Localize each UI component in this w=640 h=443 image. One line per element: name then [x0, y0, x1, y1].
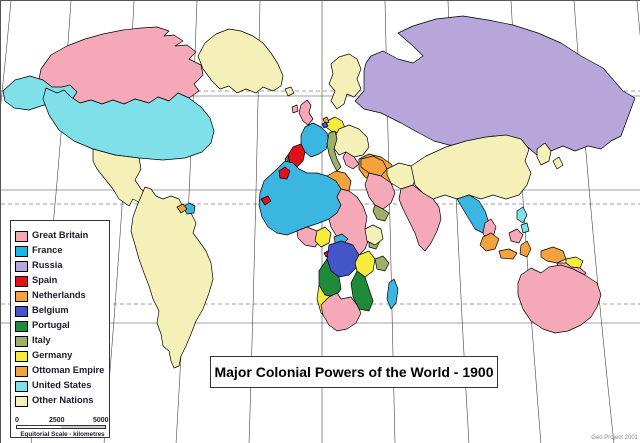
- svg-text:Geo Project 2001: Geo Project 2001: [591, 435, 638, 441]
